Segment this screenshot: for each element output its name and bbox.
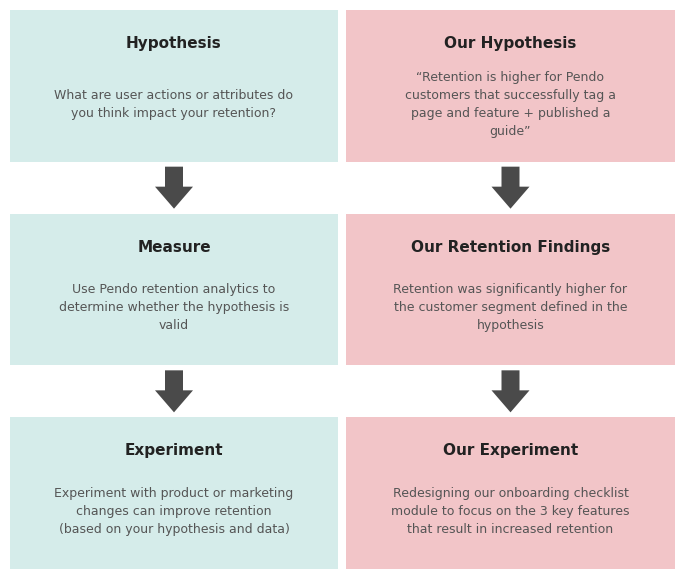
Text: Redesigning our onboarding checklist
module to focus on the 3 key features
that : Redesigning our onboarding checklist mod… — [391, 487, 630, 536]
Polygon shape — [155, 371, 193, 412]
FancyBboxPatch shape — [346, 214, 675, 365]
Text: Our Hypothesis: Our Hypothesis — [445, 36, 577, 51]
FancyBboxPatch shape — [10, 417, 338, 569]
FancyBboxPatch shape — [346, 417, 675, 569]
Text: Measure: Measure — [137, 240, 211, 255]
FancyBboxPatch shape — [10, 214, 338, 365]
Polygon shape — [492, 371, 530, 412]
FancyBboxPatch shape — [346, 10, 675, 162]
Text: Experiment with product or marketing
changes can improve retention
(based on you: Experiment with product or marketing cha… — [54, 487, 294, 536]
Text: Our Experiment: Our Experiment — [443, 443, 578, 458]
Polygon shape — [155, 167, 193, 208]
Text: Retention was significantly higher for
the customer segment defined in the
hypot: Retention was significantly higher for t… — [393, 283, 627, 332]
Text: Hypothesis: Hypothesis — [126, 36, 222, 51]
Text: Experiment: Experiment — [125, 443, 223, 458]
Text: What are user actions or attributes do
you think impact your retention?: What are user actions or attributes do y… — [55, 89, 293, 119]
Text: “Retention is higher for Pendo
customers that successfully tag a
page and featur: “Retention is higher for Pendo customers… — [405, 71, 616, 138]
FancyBboxPatch shape — [10, 10, 338, 162]
Text: Use Pendo retention analytics to
determine whether the hypothesis is
valid: Use Pendo retention analytics to determi… — [59, 283, 289, 332]
Text: Our Retention Findings: Our Retention Findings — [411, 240, 610, 255]
Polygon shape — [492, 167, 530, 208]
